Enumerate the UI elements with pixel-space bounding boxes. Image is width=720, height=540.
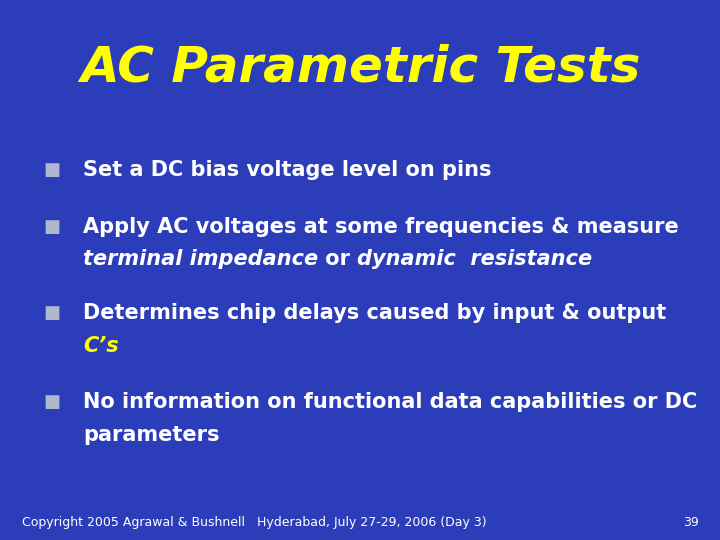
Text: Set a DC bias voltage level on pins: Set a DC bias voltage level on pins	[83, 160, 491, 180]
Text: C’s: C’s	[83, 335, 118, 356]
Text: ■: ■	[43, 393, 60, 411]
Text: AC Parametric Tests: AC Parametric Tests	[80, 44, 640, 91]
Text: 39: 39	[683, 516, 698, 529]
Text: Determines chip delays caused by input & output: Determines chip delays caused by input &…	[83, 303, 666, 323]
Text: dynamic  resistance: dynamic resistance	[357, 249, 593, 269]
Text: Copyright 2005 Agrawal & Bushnell   Hyderabad, July 27-29, 2006 (Day 3): Copyright 2005 Agrawal & Bushnell Hydera…	[22, 516, 486, 529]
Text: No information on functional data capabilities or DC: No information on functional data capabi…	[83, 392, 697, 413]
Text: ■: ■	[43, 161, 60, 179]
Text: ■: ■	[43, 304, 60, 322]
Text: Apply AC voltages at some frequencies & measure: Apply AC voltages at some frequencies & …	[83, 217, 678, 237]
Text: or: or	[318, 249, 357, 269]
Text: ■: ■	[43, 218, 60, 236]
Text: terminal impedance: terminal impedance	[83, 249, 318, 269]
Text: parameters: parameters	[83, 424, 220, 445]
